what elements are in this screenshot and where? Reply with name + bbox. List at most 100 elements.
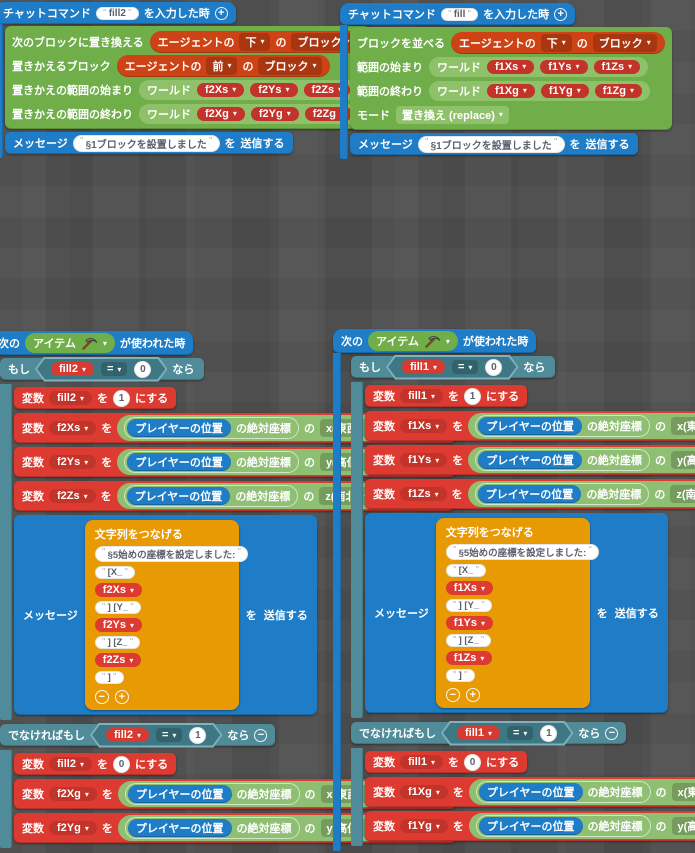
fill-replace-block[interactable]: 次のブロックに置き換える エージェントの 下 の ブロック 置きかえるブロック … xyxy=(5,26,371,129)
on-chat-command-block[interactable]: チャットコマンド fill2 を入力した時 xyxy=(0,2,236,24)
direction-dropdown[interactable]: 下 xyxy=(239,32,271,51)
variable-dropdown[interactable]: f2Yg xyxy=(49,821,97,835)
variable-dropdown[interactable]: f1Yg xyxy=(540,83,589,98)
condition-hexagon[interactable]: fill1 = 1 xyxy=(441,721,573,746)
send-message-block[interactable]: メッセージ 文字列をつなげる §5始めの座標を設定しました: [X_ f2Xs … xyxy=(14,515,317,715)
add-parameter-icon[interactable] xyxy=(554,7,568,21)
chat-command-fill2-stack[interactable]: チャットコマンド fill2 を入力した時 次のブロックに置き換える エージェン… xyxy=(0,2,371,158)
remove-branch-icon[interactable] xyxy=(605,726,619,740)
player-position-block[interactable]: プレイヤーの位置 xyxy=(478,417,582,435)
absolute-position-block[interactable]: プレイヤーの位置 の絶対座標 xyxy=(475,449,650,471)
player-position-block[interactable]: プレイヤーの位置 xyxy=(477,485,582,503)
player-position-block[interactable]: プレイヤーの位置 xyxy=(127,453,231,471)
direction-dropdown[interactable]: 前 xyxy=(206,56,238,75)
add-item-icon[interactable] xyxy=(465,688,480,702)
send-message-block[interactable]: メッセージ 文字列をつなげる §5始めの座標を設定しました: [X_ f1Xs … xyxy=(365,513,668,713)
number-field[interactable]: 0 xyxy=(485,359,502,376)
player-position-block[interactable]: プレイヤーの位置 xyxy=(478,783,583,801)
variable-dropdown[interactable]: f2Ys xyxy=(49,455,97,469)
variable-dropdown[interactable]: f2Xg xyxy=(49,787,97,801)
variable-dropdown[interactable]: f1Xg xyxy=(487,83,535,98)
block-kind-dropdown[interactable]: ブロック xyxy=(258,56,323,75)
agent-block-value[interactable]: エージェントの 下 の ブロック xyxy=(451,31,665,54)
player-position-block[interactable]: プレイヤーの位置 xyxy=(478,817,583,835)
variable-dropdown[interactable]: f1Zs xyxy=(400,487,447,501)
string-field[interactable]: ] [Z_ xyxy=(445,634,492,647)
number-field[interactable]: 1 xyxy=(112,389,130,407)
comparison-operator-dropdown[interactable]: = xyxy=(507,726,533,740)
player-position-block[interactable]: プレイヤーの位置 xyxy=(127,419,231,437)
variable-dropdown[interactable]: f1Xs xyxy=(487,59,535,74)
item-dropdown[interactable]: アイテム xyxy=(368,331,458,351)
absolute-position-block[interactable]: プレイヤーの位置 の絶対座標 xyxy=(475,815,651,837)
item-dropdown[interactable]: アイテム xyxy=(25,333,115,353)
set-variable-position-block[interactable]: 変数 f1Yg を プレイヤーの位置 の絶対座標 の y(高低) 座標 xyxy=(365,811,695,841)
set-variable-block[interactable]: 変数 fill2 を 0 にする xyxy=(14,753,177,775)
variable-dropdown[interactable]: f1Zs xyxy=(593,59,641,74)
on-chat-command-block[interactable]: チャットコマンド fill を入力した時 xyxy=(340,3,576,25)
string-field[interactable]: §5始めの座標を設定しました: xyxy=(445,544,600,560)
world-position-block[interactable]: ワールド f1Xg f1Yg f1Zg xyxy=(429,80,650,101)
variable-dropdown[interactable]: f2Ys xyxy=(94,618,143,632)
number-field[interactable]: 1 xyxy=(189,727,206,744)
comparison-operator-dropdown[interactable]: = xyxy=(101,362,127,376)
fill-block[interactable]: ブロックを並べる エージェントの 下 の ブロック 範囲の始まり ワールド f1… xyxy=(350,27,672,130)
set-variable-block[interactable]: 変数 fill1 を 1 にする xyxy=(365,385,528,407)
message-text-field[interactable]: §1ブロックを設置しました xyxy=(72,134,220,152)
number-field[interactable]: 0 xyxy=(463,753,481,771)
variable-dropdown[interactable]: fill2 xyxy=(49,391,92,405)
variable-dropdown[interactable]: f1Xs xyxy=(445,581,494,595)
axis-dropdown[interactable]: x(東西) xyxy=(671,783,695,801)
set-variable-position-block[interactable]: 変数 f1Zs を プレイヤーの位置 の絶対座標 の z(南北) 座標 xyxy=(365,479,695,509)
set-variable-block[interactable]: 変数 fill2 を 1 にする xyxy=(14,387,177,409)
absolute-position-block[interactable]: プレイヤーの位置 の絶対座標 xyxy=(124,817,300,839)
remove-item-icon[interactable] xyxy=(445,688,460,702)
condition-hexagon[interactable]: fill1 = 0 xyxy=(386,355,518,380)
axis-dropdown[interactable]: x(東西) xyxy=(670,417,695,435)
variable-dropdown[interactable]: f1Xs xyxy=(400,419,448,433)
string-field[interactable]: ] [Y_ xyxy=(445,599,492,612)
chat-command-fill-stack[interactable]: チャットコマンド fill を入力した時 ブロックを並べる エージェントの 下 … xyxy=(340,3,672,159)
player-position-block[interactable]: プレイヤーの位置 xyxy=(478,451,582,469)
set-variable-position-block[interactable]: 変数 f1Ys を プレイヤーの位置 の絶対座標 の y(高低) 座標 xyxy=(365,445,695,475)
world-position-block[interactable]: ワールド f2Xs f2Ys f2Zs xyxy=(139,79,359,100)
variable-dropdown[interactable]: f1Ys xyxy=(400,453,448,467)
set-variable-block[interactable]: 変数 fill1 を 0 にする xyxy=(365,751,528,773)
absolute-position-block[interactable]: プレイヤーの位置 の絶対座標 xyxy=(475,781,651,803)
string-field[interactable]: ] [Y_ xyxy=(94,601,141,614)
absolute-position-block[interactable]: プレイヤーの位置 の絶対座標 xyxy=(124,451,299,473)
variable-dropdown[interactable]: f2Xs xyxy=(94,583,143,597)
variable-dropdown[interactable]: f1Zs xyxy=(445,651,493,665)
variable-dropdown[interactable]: f2Yg xyxy=(250,106,299,121)
variable-dropdown[interactable]: f2Xg xyxy=(197,106,245,121)
agent-block-value[interactable]: エージェントの 前 の ブロック xyxy=(116,54,331,77)
block-kind-dropdown[interactable]: ブロック xyxy=(291,32,356,51)
number-field[interactable]: 0 xyxy=(134,361,151,378)
string-field[interactable]: ] xyxy=(94,671,124,684)
position-coordinate-block[interactable]: プレイヤーの位置 の絶対座標 の y(高低) 座標 xyxy=(468,813,695,839)
block-kind-dropdown[interactable]: ブロック xyxy=(592,33,657,52)
variable-dropdown[interactable]: f2Xs xyxy=(197,82,245,97)
position-coordinate-block[interactable]: プレイヤーの位置 の絶対座標 の x(東西) 座標 xyxy=(468,779,695,805)
remove-branch-icon[interactable] xyxy=(254,728,268,742)
absolute-position-block[interactable]: プレイヤーの位置 の絶対座標 xyxy=(474,483,650,505)
agent-block-value[interactable]: エージェントの 下 の ブロック xyxy=(149,30,364,53)
on-item-used-block[interactable]: 次の アイテム が使われた時 xyxy=(333,329,537,353)
command-name-field[interactable]: fill2 xyxy=(95,6,139,20)
on-item-used-stack-right[interactable]: 次の アイテム が使われた時 もし fill1 = 0 なら xyxy=(333,329,695,851)
add-parameter-icon[interactable] xyxy=(214,6,228,20)
variable-dropdown[interactable]: f1Yg xyxy=(400,819,448,833)
fill-mode-dropdown[interactable]: 置き換え (replace) xyxy=(396,105,509,124)
message-text-field[interactable]: §1ブロックを設置しました xyxy=(417,135,565,153)
player-position-block[interactable]: プレイヤーの位置 xyxy=(127,785,232,803)
position-coordinate-block[interactable]: プレイヤーの位置 の絶対座標 の x(東西) 座標 xyxy=(468,413,695,439)
variable-dropdown[interactable]: f2Ys xyxy=(250,82,298,97)
number-field[interactable]: 0 xyxy=(112,755,130,773)
variable-dropdown[interactable]: f1Ys xyxy=(540,59,588,74)
variable-dropdown[interactable]: f2Zs xyxy=(49,489,96,503)
variable-dropdown[interactable]: f2Xs xyxy=(49,421,97,435)
world-position-block[interactable]: ワールド f1Xs f1Ys f1Zs xyxy=(429,56,649,77)
variable-dropdown[interactable]: fill1 xyxy=(400,755,443,769)
variable-dropdown[interactable]: f1Xg xyxy=(400,785,448,799)
